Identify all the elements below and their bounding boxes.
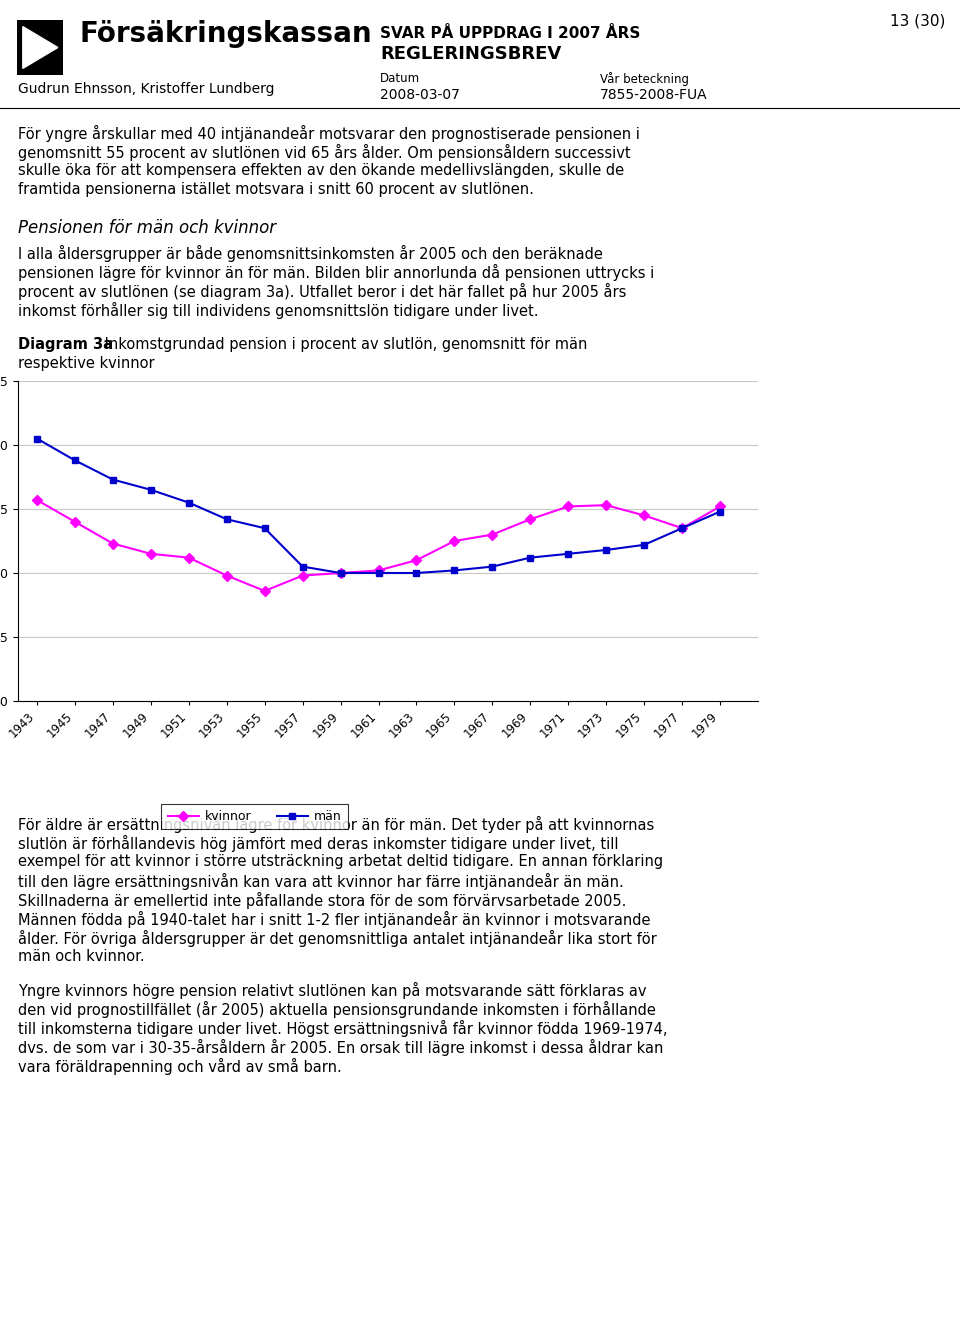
Polygon shape — [23, 26, 58, 69]
män — [221, 511, 232, 527]
Text: Yngre kvinnors högre pension relativt slutlönen kan på motsvarande sätt förklara: Yngre kvinnors högre pension relativt sl… — [18, 982, 646, 999]
kvinnor — [600, 497, 612, 513]
Text: I alla åldersgrupper är både genomsnittsinkomsten år 2005 och den beräknade: I alla åldersgrupper är både genomsnitts… — [18, 245, 603, 262]
män — [411, 564, 422, 580]
kvinnor — [108, 535, 119, 551]
Text: pensionen lägre för kvinnor än för män. Bilden blir annorlunda då pensionen uttr: pensionen lägre för kvinnor än för män. … — [18, 264, 655, 281]
män — [259, 521, 271, 537]
Text: Gudrun Ehnsson, Kristoffer Lundberg: Gudrun Ehnsson, Kristoffer Lundberg — [18, 82, 275, 95]
kvinnor — [145, 546, 156, 562]
Text: 13 (30): 13 (30) — [890, 15, 945, 29]
Line: kvinnor: kvinnor — [34, 497, 724, 595]
män — [524, 550, 536, 566]
Text: 7855-2008-FUA: 7855-2008-FUA — [600, 87, 708, 102]
kvinnor — [448, 533, 460, 549]
kvinnor — [411, 553, 422, 568]
Text: SVAR PÅ UPPDRAG I 2007 ÅRS: SVAR PÅ UPPDRAG I 2007 ÅRS — [380, 26, 640, 41]
Legend: kvinnor, män: kvinnor, män — [161, 804, 348, 829]
Text: Skillnaderna är emellertid inte påfallande stora för de som förvärvsarbetade 200: Skillnaderna är emellertid inte påfallan… — [18, 892, 626, 909]
Text: För yngre årskullar med 40 intjänandeår motsvarar den prognostiserade pensionen : För yngre årskullar med 40 intjänandeår … — [18, 125, 640, 142]
män — [448, 563, 460, 579]
kvinnor — [183, 550, 195, 566]
Text: genomsnitt 55 procent av slutlönen vid 65 års ålder. Om pensionsåldern successiv: genomsnitt 55 procent av slutlönen vid 6… — [18, 144, 631, 162]
Text: män och kvinnor.: män och kvinnor. — [18, 949, 145, 965]
kvinnor — [259, 583, 271, 599]
Text: Diagram 3a: Diagram 3a — [18, 337, 113, 352]
män — [563, 546, 574, 562]
Text: framtida pensionerna istället motsvara i snitt 60 procent av slutlönen.: framtida pensionerna istället motsvara i… — [18, 182, 534, 197]
Text: inkomst förhåller sig till individens genomsnittslön tidigare under livet.: inkomst förhåller sig till individens ge… — [18, 302, 539, 319]
FancyBboxPatch shape — [17, 20, 63, 76]
Text: procent av slutlönen (se diagram 3a). Utfallet beror i det här fallet på hur 200: procent av slutlönen (se diagram 3a). Ut… — [18, 284, 626, 299]
kvinnor — [297, 567, 308, 583]
kvinnor — [563, 498, 574, 514]
Text: till den lägre ersättningsnivån kan vara att kvinnor har färre intjänandeår än m: till den lägre ersättningsnivån kan vara… — [18, 873, 624, 890]
Text: slutlön är förhållandevis hög jämfört med deras inkomster tidigare under livet, : slutlön är förhållandevis hög jämfört me… — [18, 835, 618, 852]
kvinnor — [335, 564, 347, 580]
kvinnor — [372, 563, 384, 579]
Text: Försäkringskassan: Försäkringskassan — [80, 20, 372, 48]
män — [335, 564, 347, 580]
män — [638, 537, 650, 553]
Text: Inkomstgrundad pension i procent av slutlön, genomsnitt för män: Inkomstgrundad pension i procent av slut… — [100, 337, 588, 352]
män — [677, 521, 688, 537]
män — [145, 482, 156, 498]
män — [372, 564, 384, 580]
Text: respektive kvinnor: respektive kvinnor — [18, 356, 155, 371]
män — [69, 452, 81, 468]
Text: REGLERINGSBREV: REGLERINGSBREV — [380, 45, 562, 64]
män — [32, 431, 43, 447]
Text: Männen födda på 1940-talet har i snitt 1-2 fler intjänandeår än kvinnor i motsva: Männen födda på 1940-talet har i snitt 1… — [18, 912, 651, 927]
män — [487, 559, 498, 575]
Text: 2008-03-07: 2008-03-07 — [380, 87, 460, 102]
kvinnor — [32, 492, 43, 507]
Text: För äldre är ersättningsnivån lägre för kvinnor än för män. Det tyder på att kvi: För äldre är ersättningsnivån lägre för … — [18, 816, 655, 833]
Text: Pensionen för män och kvinnor: Pensionen för män och kvinnor — [18, 219, 276, 237]
Text: dvs. de som var i 30-35-årsåldern år 2005. En orsak till lägre inkomst i dessa å: dvs. de som var i 30-35-årsåldern år 200… — [18, 1039, 663, 1056]
kvinnor — [69, 514, 81, 530]
kvinnor — [714, 498, 726, 514]
kvinnor — [524, 511, 536, 527]
kvinnor — [677, 521, 688, 537]
kvinnor — [638, 507, 650, 523]
män — [714, 504, 726, 519]
Text: Vår beteckning: Vår beteckning — [600, 72, 689, 86]
män — [600, 542, 612, 558]
Line: män: män — [34, 435, 724, 576]
kvinnor — [487, 526, 498, 542]
Text: den vid prognostillfället (år 2005) aktuella pensionsgrundande inkomsten i förhå: den vid prognostillfället (år 2005) aktu… — [18, 1000, 656, 1018]
Text: ålder. För övriga åldersgrupper är det genomsnittliga antalet intjänandeår lika : ålder. För övriga åldersgrupper är det g… — [18, 930, 657, 947]
Text: vara föräldrapenning och vård av små barn.: vara föräldrapenning och vård av små bar… — [18, 1057, 342, 1075]
Text: till inkomsterna tidigare under livet. Högst ersättningsnivå får kvinnor födda 1: till inkomsterna tidigare under livet. H… — [18, 1020, 667, 1037]
Text: skulle öka för att kompensera effekten av den ökande medellivslängden, skulle de: skulle öka för att kompensera effekten a… — [18, 163, 624, 178]
Text: exempel för att kvinnor i större utsträckning arbetat deltid tidigare. En annan : exempel för att kvinnor i större utsträc… — [18, 855, 663, 869]
män — [183, 494, 195, 510]
män — [297, 559, 308, 575]
män — [108, 472, 119, 488]
Text: Datum: Datum — [380, 72, 420, 85]
kvinnor — [221, 567, 232, 583]
